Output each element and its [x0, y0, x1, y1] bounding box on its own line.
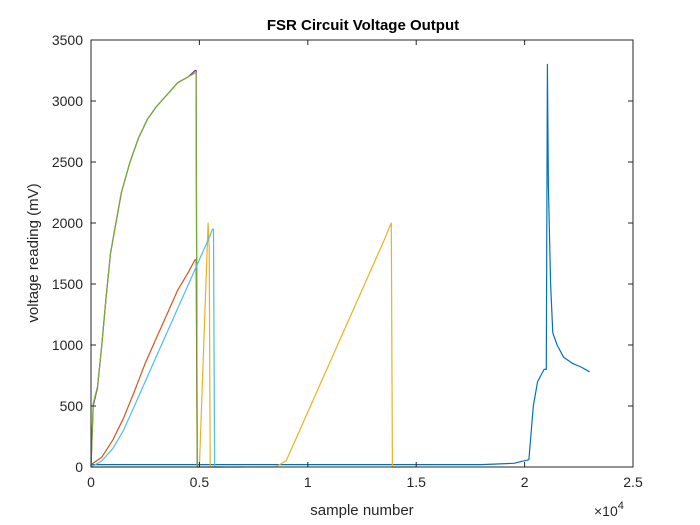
- y-tick-label: 1000: [52, 337, 83, 353]
- y-tick-label: 500: [60, 398, 84, 414]
- x-tick-label: 0.5: [190, 474, 210, 490]
- x-tick-label: 2.5: [623, 474, 643, 490]
- y-tick-label: 3500: [52, 32, 83, 48]
- y-tick-label: 2000: [52, 215, 83, 231]
- series-line-6: [90, 228, 243, 468]
- y-axis-title: voltage reading (mV): [25, 183, 42, 322]
- x-axis-exponent: ×104: [594, 500, 624, 519]
- y-tick-label: 0: [75, 459, 83, 475]
- x-axis-exponent-power: 4: [618, 500, 624, 512]
- axes-layer: 0 0.5 1 1.5 2 2.5 0 500 1000 1500 2000 2500 3000 3500: [52, 32, 643, 490]
- x-axis-title: sample number: [310, 502, 413, 519]
- plot-area-box: [90, 39, 634, 468]
- y-tick-label: 2500: [52, 154, 83, 170]
- x-tick-label: 1: [304, 474, 312, 490]
- series-layer: [90, 63, 590, 468]
- series-line-1: [91, 63, 590, 466]
- x-axis-exponent-base: ×10: [594, 503, 618, 519]
- x-tick-label: 1.5: [406, 474, 426, 490]
- series-line-5: [90, 72, 198, 468]
- y-tick-label: 3000: [52, 93, 83, 109]
- series-line-3: [91, 222, 417, 468]
- series-line-2: [90, 259, 222, 468]
- y-tick-label: 1500: [52, 276, 83, 292]
- chart-title: FSR Circuit Voltage Output: [267, 17, 459, 34]
- x-tick-label: 0: [87, 474, 95, 490]
- series-line-4: [90, 69, 198, 468]
- x-tick-label: 2: [521, 474, 529, 490]
